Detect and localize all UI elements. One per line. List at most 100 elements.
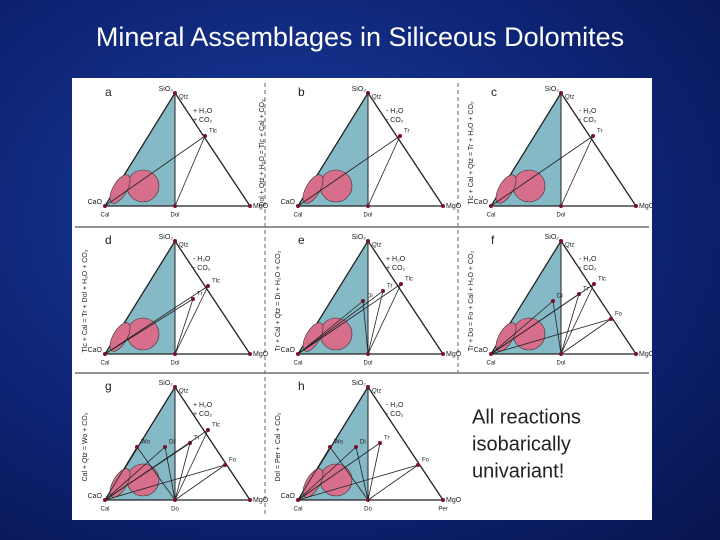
fluid-label: + H₂O bbox=[193, 402, 213, 409]
tie-line bbox=[174, 464, 226, 501]
panel-letter: e bbox=[298, 233, 305, 247]
field-blob bbox=[512, 317, 546, 351]
vertex-point bbox=[296, 352, 300, 356]
tie-line bbox=[367, 442, 381, 501]
tie-line bbox=[355, 446, 369, 501]
apex-phase: Qtz bbox=[565, 243, 574, 249]
right-oxide: MgO bbox=[639, 203, 652, 210]
apex-phase: Qtz bbox=[372, 389, 381, 395]
phase-label: Di bbox=[169, 440, 175, 446]
tie-line bbox=[490, 300, 554, 355]
vertex-point bbox=[103, 352, 107, 356]
triangle bbox=[103, 239, 252, 355]
figure: All reactions isobarically univariant! T… bbox=[72, 78, 652, 520]
vertex-point bbox=[366, 239, 370, 243]
phase-point bbox=[398, 134, 402, 138]
vertex-point bbox=[296, 498, 300, 502]
tie-line bbox=[174, 442, 191, 501]
tie-line bbox=[297, 464, 419, 501]
right-oxide: MgO bbox=[253, 351, 269, 358]
vertex-point bbox=[366, 91, 370, 95]
vertex-point bbox=[559, 352, 563, 356]
phase-label: Di bbox=[367, 294, 373, 300]
left-oxide: CaO bbox=[281, 493, 296, 500]
left-phase: Cal bbox=[486, 213, 495, 219]
left-oxide: CaO bbox=[474, 347, 489, 354]
field-blob bbox=[495, 322, 517, 352]
left-phase: Cal bbox=[100, 507, 109, 513]
field-blob bbox=[319, 463, 353, 497]
phase-label: Tlc bbox=[598, 277, 606, 283]
vertex-point bbox=[634, 352, 638, 356]
fluid-label: + H₂O bbox=[386, 256, 406, 263]
left-phase: Cal bbox=[486, 361, 495, 367]
slide-title: Mineral Assemblages in Siliceous Dolomit… bbox=[95, 22, 625, 52]
vertex-point bbox=[173, 239, 177, 243]
tie-line bbox=[104, 285, 209, 355]
panel-letter: f bbox=[491, 233, 495, 247]
apex-oxide: SiO₂ bbox=[545, 86, 560, 93]
apex-oxide: SiO₂ bbox=[545, 234, 560, 241]
left-oxide: CaO bbox=[281, 199, 296, 206]
tie-line bbox=[174, 298, 194, 355]
phase-point bbox=[206, 284, 210, 288]
tie-line bbox=[297, 300, 364, 355]
triangle bbox=[296, 239, 445, 355]
tie-line bbox=[174, 285, 209, 355]
tie-line bbox=[552, 300, 562, 355]
left-phase: Cal bbox=[100, 213, 109, 219]
apex-oxide: SiO₂ bbox=[159, 234, 174, 241]
tie-line bbox=[560, 283, 595, 355]
field-blob bbox=[302, 468, 324, 498]
right-oxide: MgO bbox=[639, 351, 652, 358]
left-oxide: CaO bbox=[88, 347, 103, 354]
apex-phase: Qtz bbox=[179, 389, 188, 395]
right-oxide: MgO bbox=[253, 497, 269, 504]
tie-line bbox=[104, 298, 194, 355]
field-blob bbox=[126, 169, 160, 203]
fluid-label: - H₂O bbox=[193, 256, 211, 263]
apex-oxide: SiO₂ bbox=[352, 234, 367, 241]
fluid-label: + H₂O bbox=[193, 108, 213, 115]
phase-label: Fo bbox=[422, 458, 430, 464]
note-line: All reactions bbox=[472, 406, 581, 428]
fluid-label: + CO₂ bbox=[386, 265, 406, 272]
triangle bbox=[489, 91, 638, 207]
phase-point bbox=[203, 134, 207, 138]
vertex-point bbox=[441, 352, 445, 356]
vertex-point bbox=[103, 204, 107, 208]
apex-oxide: SiO₂ bbox=[159, 380, 174, 387]
tie-line bbox=[104, 446, 166, 501]
tie-line bbox=[297, 290, 384, 355]
note-line: isobarically bbox=[472, 433, 571, 455]
phase-label: Tr bbox=[384, 436, 389, 442]
field-blob bbox=[126, 463, 160, 497]
vertex-point bbox=[248, 204, 252, 208]
mid-phase: Dol bbox=[170, 213, 179, 219]
vertex-point bbox=[366, 498, 370, 502]
apex-phase: Qtz bbox=[565, 95, 574, 101]
phase-point bbox=[191, 297, 195, 301]
tie-line bbox=[297, 283, 402, 355]
panel-letter: g bbox=[105, 379, 112, 393]
fluid-label: - CO₂ bbox=[579, 265, 597, 272]
apex-phase: Qtz bbox=[372, 243, 381, 249]
phase-label: Tlc bbox=[212, 279, 220, 285]
tie-line bbox=[297, 135, 401, 207]
phase-label: Fo bbox=[615, 312, 623, 318]
phase-label: Tr bbox=[387, 284, 392, 290]
vertex-point bbox=[559, 91, 563, 95]
tie-line bbox=[297, 446, 331, 501]
phase-label: Di bbox=[557, 294, 563, 300]
triangle bbox=[489, 239, 638, 355]
phase-point bbox=[328, 445, 332, 449]
field-blob bbox=[495, 174, 517, 204]
reaction-label: Tr + Cal + Qtz = Di + H₂O + CO₂ bbox=[275, 250, 282, 351]
reaction-label: Cal + Qtz = Wo + CO₂ bbox=[82, 412, 89, 481]
fluid-label: - H₂O bbox=[386, 402, 404, 409]
mid-phase: Do bbox=[171, 507, 179, 513]
panel-letter: a bbox=[105, 85, 112, 99]
fluid-label: - CO₂ bbox=[193, 265, 211, 272]
vertex-point bbox=[173, 385, 177, 389]
phase-point bbox=[135, 445, 139, 449]
